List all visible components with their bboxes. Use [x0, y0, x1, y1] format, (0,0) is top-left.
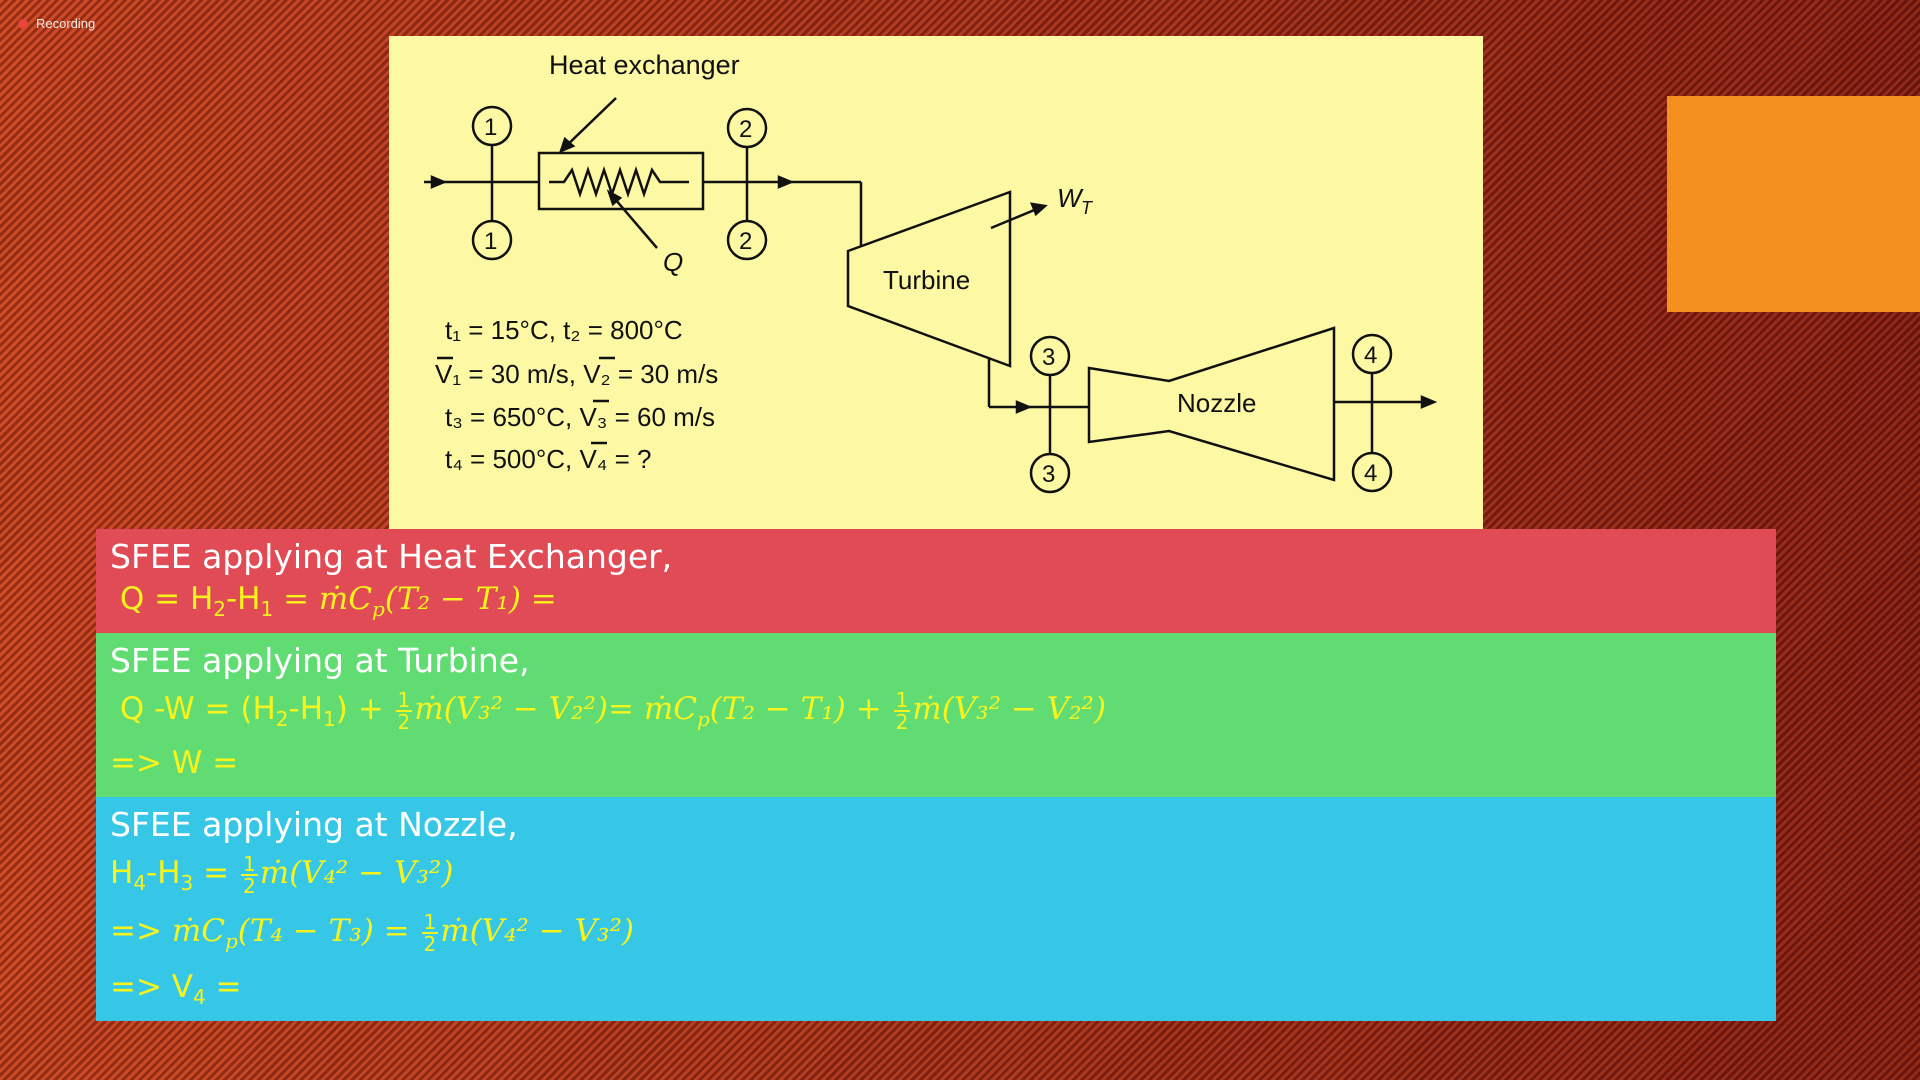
diagram-panel: Heat exchanger Q W T Turbine Nozzle 1 1 … — [389, 36, 1483, 529]
q-label: Q — [663, 247, 683, 277]
state1-bottom-circle — [471, 219, 513, 261]
flow-arrow-icon — [777, 175, 795, 189]
state-label: 4 — [1364, 460, 1377, 487]
outlet-arrow-icon — [1420, 395, 1438, 409]
given-line-2: V₁ = 30 m/s, V₂ = 30 m/s — [435, 359, 718, 389]
given-line-4: t₄ = 500°C, V₄ = ? — [445, 444, 652, 474]
heat-exchanger-section: SFEE applying at Heat Exchanger, Q = H2-… — [96, 529, 1776, 633]
nozzle-section: SFEE applying at Nozzle, H4-H3 = 1 2 ṁ(V₄²… — [96, 797, 1776, 1021]
turbine-label: Turbine — [883, 265, 970, 295]
turbine-equation: Q -W = (H2-H1) + 1 2 ṁ(V₃² − V₂²)= ṁCp(T₂ … — [119, 687, 1107, 734]
nozzle-velocity-result: => V4 = — [110, 969, 242, 1010]
state-label: 4 — [1364, 342, 1377, 369]
turbine-work-result: => W = — [110, 745, 239, 782]
state2-bottom-circle — [726, 219, 768, 261]
orange-block — [1667, 96, 1920, 312]
flow-diagram: Heat exchanger Q W T Turbine Nozzle 1 1 … — [424, 50, 1438, 494]
nozzle-equation-1: H4-H3 = 1 2 ṁ(V₄² − V₃²) — [110, 851, 454, 898]
recording-indicator: Recording — [18, 16, 95, 31]
state-label: 2 — [739, 228, 752, 255]
wt-subscript: T — [1081, 198, 1094, 218]
state-label: 3 — [1042, 344, 1055, 371]
heater-coil-icon — [549, 166, 689, 198]
state-label: 2 — [739, 116, 752, 143]
section-heading: SFEE applying at Nozzle, — [110, 805, 518, 844]
state3-bottom-circle — [1029, 452, 1071, 494]
record-dot-icon — [18, 18, 28, 29]
given-line-1: t₁ = 15°C, t₂ = 800°C — [445, 315, 683, 345]
state4-bottom-circle — [1351, 451, 1393, 493]
nozzle-equation-2: => ṁCp(T₄ − T₃) = 1 2 ṁ(V₄² − V₃²) — [110, 909, 634, 956]
section-heading: SFEE applying at Heat Exchanger, — [110, 537, 673, 576]
state4-top-circle — [1351, 333, 1393, 375]
nozzle-label: Nozzle — [1177, 388, 1256, 418]
given-line-3: t₃ = 650°C, V₃ = 60 m/s — [445, 402, 715, 432]
heat-exchanger-equation: Q = H2-H1 = ṁCp(T₂ − T₁) = — [119, 581, 557, 622]
heat-exchanger-label: Heat exchanger — [549, 50, 740, 80]
wt-label: W — [1057, 183, 1084, 213]
state-label: 1 — [484, 228, 497, 255]
state-label: 3 — [1042, 461, 1055, 488]
state1-top-circle — [471, 105, 513, 147]
nozzle-shape — [1087, 326, 1336, 482]
turbine-shape — [846, 190, 1012, 368]
work-arrow-icon — [1030, 202, 1048, 217]
inlet-arrow-icon — [430, 175, 448, 189]
state3-top-circle — [1029, 335, 1071, 377]
turbine-section: SFEE applying at Turbine, Q -W = (H2-H1)… — [96, 633, 1776, 797]
section-heading: SFEE applying at Turbine, — [110, 641, 530, 680]
state-label: 1 — [484, 114, 497, 141]
recording-label: Recording — [36, 16, 96, 31]
state2-top-circle — [726, 107, 768, 149]
